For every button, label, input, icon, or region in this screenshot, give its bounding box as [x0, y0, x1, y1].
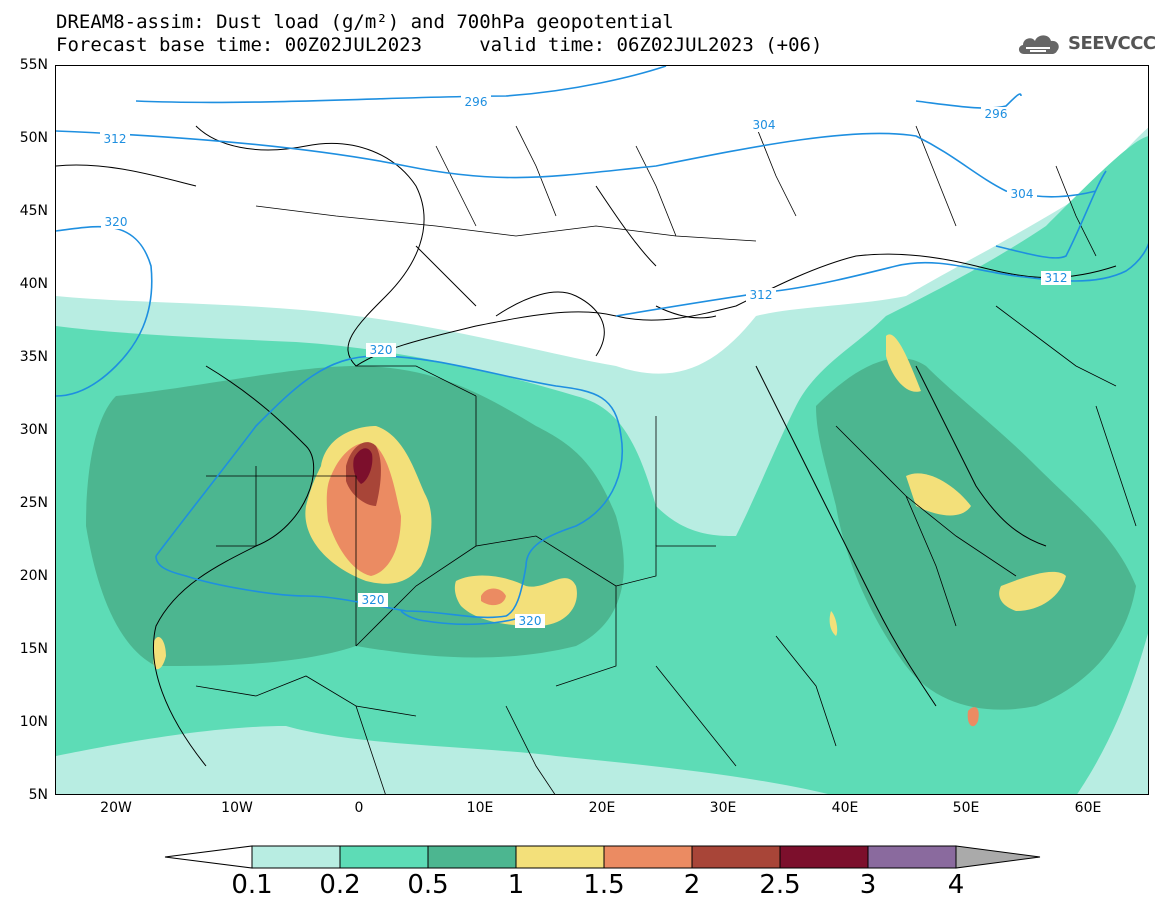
lon-label: 20E [588, 800, 616, 816]
lat-label: 50N [19, 130, 48, 146]
lat-label: 30N [19, 422, 48, 438]
forecast-time-line: Forecast base time: 00Z02JUL2023 valid t… [56, 34, 823, 56]
colorbar-label: 0.1 [231, 870, 273, 900]
lon-label: 10W [221, 800, 253, 816]
colorbar-label: 0.5 [407, 870, 449, 900]
colorbar-label: 2.5 [759, 870, 801, 900]
lat-label: 5N [28, 787, 48, 803]
lon-label: 60E [1074, 800, 1102, 816]
colorbar-label: 1 [507, 870, 525, 900]
colorbar-label: 1.5 [583, 870, 625, 900]
contour-label: 312 [1045, 271, 1068, 285]
lat-label: 15N [19, 641, 48, 657]
lon-label: 10E [466, 800, 494, 816]
colorbar-swatch [515, 845, 605, 869]
lat-label: 45N [19, 203, 48, 219]
contour-label: 304 [1011, 187, 1034, 201]
seevccc-logo: SEEVCCC [1016, 26, 1156, 60]
colorbar-swatch [251, 845, 341, 869]
lat-label: 55N [19, 57, 48, 73]
contour-label: 320 [370, 343, 393, 357]
lon-label: 20W [100, 800, 132, 816]
colorbar-over-arrow [955, 845, 1041, 869]
contour-label: 320 [362, 593, 385, 607]
colorbar-label: 4 [947, 870, 965, 900]
contour-labels: 296 304 312 320 296 304 312 312 320 320 … [100, 95, 1071, 628]
lat-label: 25N [19, 495, 48, 511]
colorbar-swatch [867, 845, 957, 869]
lon-label: 50E [952, 800, 980, 816]
colorbar-swatch [779, 845, 869, 869]
contour-label: 320 [519, 614, 542, 628]
contour-label: 312 [104, 132, 127, 146]
lat-label: 40N [19, 276, 48, 292]
contour-label: 296 [465, 95, 488, 109]
colorbar-under-arrow [164, 845, 253, 869]
colorbar-label: 2 [683, 870, 701, 900]
contour-label: 296 [985, 107, 1008, 121]
cloud-icon [1018, 35, 1059, 54]
colorbar-swatch [691, 845, 781, 869]
lon-label: 40E [831, 800, 859, 816]
contour-label: 312 [750, 288, 773, 302]
lat-label: 20N [19, 568, 48, 584]
colorbar-swatch [339, 845, 429, 869]
contour-label: 320 [105, 215, 128, 229]
contour-label: 304 [753, 118, 776, 132]
lon-label: 30E [709, 800, 737, 816]
lat-label: 10N [19, 714, 48, 730]
dust-load-map: 296 304 312 320 296 304 312 312 320 320 … [55, 65, 1149, 795]
map-title: DREAM8-assim: Dust load (g/m²) and 700hP… [56, 11, 674, 33]
lat-label: 35N [19, 349, 48, 365]
colorbar-swatch [427, 845, 517, 869]
colorbar-swatch [603, 845, 693, 869]
logo-text: SEEVCCC [1068, 32, 1156, 54]
coastlines [56, 125, 1117, 767]
colorbar-label: 0.2 [319, 870, 361, 900]
colorbar-label: 3 [859, 870, 877, 900]
dust-field-3 [353, 448, 373, 484]
lon-label: 0 [354, 800, 364, 816]
country-borders [195, 125, 1137, 794]
map-canvas: 296 304 312 320 296 304 312 312 320 320 … [56, 66, 1148, 794]
